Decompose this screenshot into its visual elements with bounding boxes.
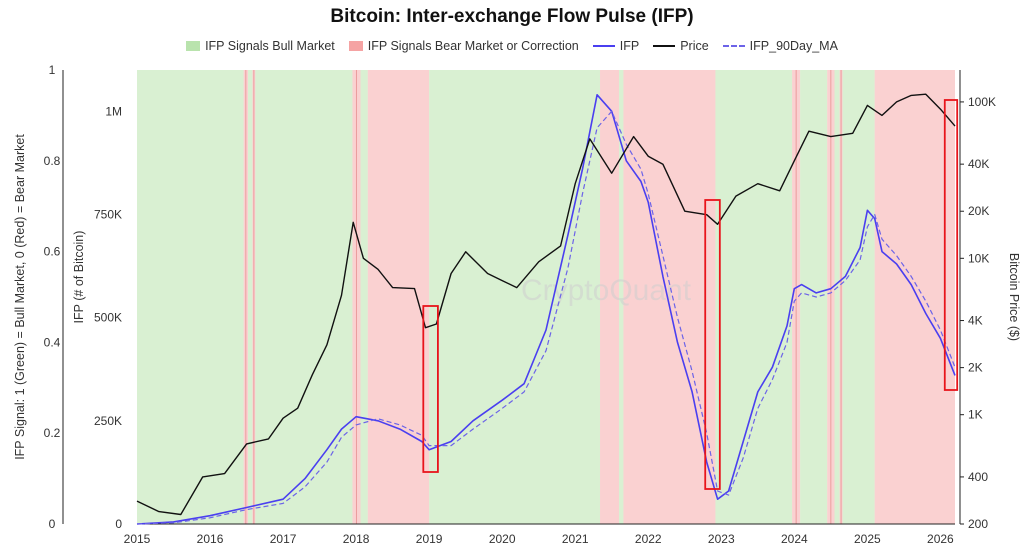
x-tick-label-0: 2015 <box>124 532 151 544</box>
legend-item-price[interactable]: Price <box>653 39 709 53</box>
price-tick-label-6: 20K <box>968 204 989 218</box>
legend-item-ma[interactable]: IFP_90Day_MA <box>722 39 838 53</box>
legend-line-ma <box>722 45 745 47</box>
ifp-tick-label-3: 1M <box>105 104 122 118</box>
ifp-axis-title: IFP (# of Bitcoin) <box>72 231 86 324</box>
regime-band-4 <box>255 70 353 524</box>
signal-tick-label-1: 0.2 <box>44 426 61 440</box>
series-line-ifp <box>136 94 956 525</box>
regime-band-9 <box>600 70 620 524</box>
x-tick-label-4: 2019 <box>416 532 443 544</box>
regime-band-0 <box>137 70 244 524</box>
regime-band-14 <box>800 70 828 524</box>
price-tick-label-0: 200 <box>968 517 988 531</box>
series-line-ifp-90day-ma <box>136 110 956 525</box>
signal-tick-label-4: 0.8 <box>44 154 61 168</box>
regime-band-18 <box>842 70 875 524</box>
legend-line-ifp <box>592 45 615 47</box>
series-line-price <box>136 93 956 516</box>
price-tick-label-8: 100K <box>968 95 996 109</box>
price-tick-label-2: 1K <box>968 408 983 422</box>
price-axis-title: Bitcoin Price ($) <box>1007 253 1021 341</box>
highlight-box-1 <box>704 199 721 490</box>
legend-line-price <box>653 45 676 47</box>
legend-swatch-bull <box>186 41 201 51</box>
x-tick-label-11: 2026 <box>927 532 954 544</box>
legend: IFP Signals Bull Market IFP Signals Bear… <box>0 39 1024 53</box>
regime-band-7 <box>367 70 430 524</box>
price-tick-label-7: 40K <box>968 157 989 171</box>
legend-item-bear[interactable]: IFP Signals Bear Market or Correction <box>348 39 579 53</box>
regime-band-12 <box>715 70 793 524</box>
legend-swatch-bear <box>348 41 363 51</box>
signal-tick-label-2: 0.4 <box>44 335 61 349</box>
regime-band-8 <box>429 70 601 524</box>
x-tick-label-5: 2020 <box>489 532 516 544</box>
legend-item-bull[interactable]: IFP Signals Bull Market <box>186 39 335 53</box>
signal-axis-title: IFP Signal: 1 (Green) = Bull Market, 0 (… <box>13 134 27 460</box>
ifp-tick-label-0: 250K <box>94 414 122 428</box>
legend-item-ifp[interactable]: IFP <box>592 39 640 53</box>
highlight-box-2 <box>943 99 959 391</box>
x-tick-label-6: 2021 <box>562 532 589 544</box>
chart-title: Bitcoin: Inter-exchange Flow Pulse (IFP) <box>330 6 694 27</box>
legend-label-bear: IFP Signals Bear Market or Correction <box>367 39 579 53</box>
signal-tick-label-3: 0.6 <box>44 245 61 259</box>
x-tick-label-7: 2022 <box>635 532 662 544</box>
legend-label-bull: IFP Signals Bull Market <box>205 39 335 53</box>
ifp-tick-label-zero: 0 <box>115 517 122 531</box>
x-tick-label-1: 2016 <box>197 532 224 544</box>
regime-band-19 <box>874 70 955 524</box>
price-tick-label-1: 400 <box>968 470 988 484</box>
x-tick-label-3: 2018 <box>343 532 370 544</box>
regime-band-11 <box>623 70 716 524</box>
signal-tick-label-0: 0 <box>49 517 56 531</box>
x-tick-label-2: 2017 <box>270 532 297 544</box>
x-tick-label-8: 2023 <box>708 532 735 544</box>
x-tick-label-10: 2025 <box>854 532 881 544</box>
regime-band-10 <box>619 70 624 524</box>
legend-label-ma: IFP_90Day_MA <box>749 39 838 53</box>
highlight-box-0 <box>422 305 439 473</box>
ifp-tick-label-1: 500K <box>94 311 122 325</box>
price-tick-label-5: 10K <box>968 251 989 265</box>
price-tick-label-4: 4K <box>968 314 983 328</box>
ifp-tick-label-2: 750K <box>94 207 122 221</box>
signal-tick-label-5: 1 <box>49 63 56 77</box>
x-tick-label-9: 2024 <box>781 532 808 544</box>
regime-band-16 <box>834 70 840 524</box>
price-tick-label-3: 2K <box>968 361 983 375</box>
legend-label-price: Price <box>680 39 709 53</box>
regime-band-6 <box>360 70 368 524</box>
legend-label-ifp: IFP <box>619 39 640 53</box>
regime-band-2 <box>248 70 253 524</box>
